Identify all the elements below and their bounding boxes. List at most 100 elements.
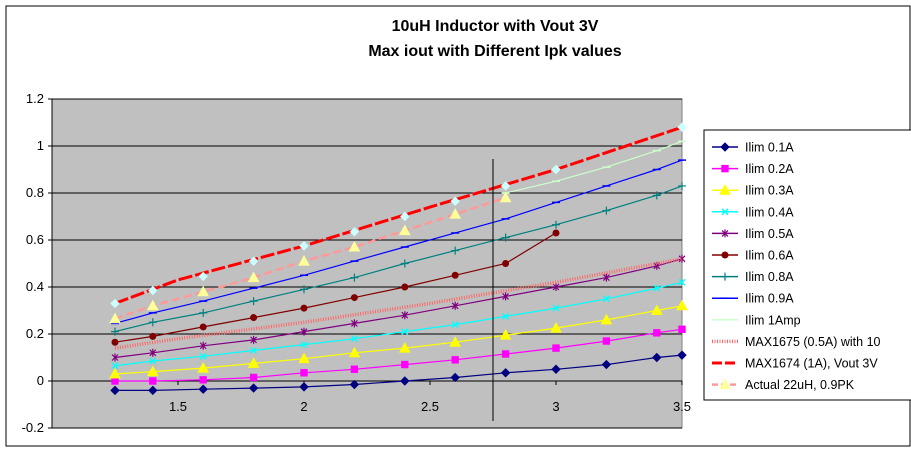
data-point: [250, 314, 258, 322]
data-point: [450, 372, 460, 383]
data-point: [552, 283, 560, 291]
data-point: [500, 181, 511, 191]
series-line: [114, 232, 557, 343]
data-point: [400, 211, 410, 222]
data-point: [451, 356, 459, 364]
data-point: [350, 365, 359, 373]
data-point: [602, 295, 610, 303]
data-point: [601, 359, 612, 370]
x-tick-label: 3.5: [673, 399, 691, 414]
y-tick-label: -0.2: [22, 420, 44, 435]
data-point: [300, 304, 308, 312]
chart-title-line-1: 10uH Inductor with Vout 3V: [392, 18, 599, 35]
data-point: [652, 352, 662, 363]
x-tick-label: 2: [300, 399, 307, 414]
series-line: [114, 125, 683, 305]
legend-entry: Ilim 0.8A: [712, 270, 794, 284]
data-point: [552, 344, 560, 352]
data-point: [300, 327, 308, 336]
legend-entry: Ilim 0.5A: [712, 227, 794, 241]
data-point: [300, 369, 308, 377]
legend-label: Ilim 0.2A: [745, 162, 794, 176]
data-point: [501, 233, 510, 242]
legend-label: Ilim 0.1A: [745, 141, 794, 155]
data-point: [676, 299, 688, 311]
data-point: [348, 241, 361, 252]
data-point: [250, 335, 258, 344]
series-line: [114, 257, 683, 350]
legend-entry: Ilim 0.1A: [712, 141, 794, 155]
data-point: [502, 260, 510, 267]
y-tick-label: 1: [37, 138, 44, 153]
data-point: [199, 341, 207, 350]
axes: -0.2 0 0.2 0.4 0.6 0.8 1 1.2 1.5 2 2.5 3 3.5: [22, 91, 691, 435]
data-point: [501, 350, 510, 358]
chart-title-line-2: Max iout with Different Ipk values: [368, 43, 621, 60]
legend-entry: Actual 22uH, 0.9PK: [712, 378, 855, 392]
series-1: [111, 325, 686, 385]
data-point: [146, 299, 159, 311]
data-point: [499, 329, 512, 340]
data-point: [551, 364, 561, 374]
legend-entry: MAX1675 (0.5A) with 10: [712, 335, 881, 349]
series-5: [111, 229, 560, 346]
series-9: [114, 257, 683, 350]
data-point: [248, 256, 259, 266]
series-11: [109, 191, 512, 324]
y-tick-label: 0: [37, 373, 44, 388]
legend-entry: Ilim 0.2A: [712, 162, 794, 176]
data-point: [502, 292, 510, 301]
legend-entry: Ilim 0.6A: [712, 249, 794, 263]
legend-label: MAX1675 (0.5A) with 10: [745, 335, 881, 349]
legend-swatch-marker: [720, 142, 730, 152]
legend-label: Ilim 0.6A: [745, 249, 794, 263]
data-point: [110, 385, 120, 396]
data-point: [449, 336, 462, 347]
series-2: [109, 299, 688, 379]
data-point: [249, 297, 258, 306]
legend-swatch-marker: [721, 229, 729, 238]
data-point: [249, 373, 258, 382]
x-tick-label: 3: [552, 399, 559, 414]
data-point: [398, 342, 411, 353]
x-tick-label: 2.5: [421, 399, 439, 414]
data-point: [300, 341, 308, 349]
series-7: [111, 159, 686, 325]
data-point: [197, 362, 210, 373]
y-tick-label: 0.2: [26, 326, 44, 341]
legend-swatch-marker: [721, 272, 729, 281]
series-layer: [109, 122, 688, 396]
series-10: [114, 125, 683, 305]
legend-label: Ilim 0.8A: [745, 270, 794, 284]
data-point: [449, 208, 462, 219]
series-8: [501, 140, 686, 194]
data-point: [146, 365, 159, 377]
data-point: [198, 271, 208, 282]
data-point: [451, 321, 459, 329]
data-point: [247, 357, 260, 368]
data-point: [247, 271, 260, 283]
data-point: [350, 335, 358, 343]
data-point: [602, 337, 611, 345]
data-point: [300, 285, 308, 294]
data-point: [111, 338, 119, 346]
legend-label: Ilim 0.3A: [745, 184, 794, 198]
series-12: [110, 122, 687, 309]
legend-box: [703, 129, 911, 401]
data-point: [299, 241, 309, 251]
data-point: [349, 379, 360, 390]
data-point: [348, 346, 361, 358]
legend-entry: Ilim 0.4A: [712, 205, 794, 219]
data-point: [109, 312, 121, 324]
data-point: [552, 220, 560, 229]
series-6: [111, 181, 686, 336]
data-point: [149, 377, 157, 385]
legend-entry: Ilim 0.9A: [712, 292, 794, 306]
data-point: [350, 319, 358, 328]
plot-area: [51, 98, 683, 429]
data-point: [298, 255, 310, 266]
data-point: [198, 384, 208, 394]
data-point: [677, 122, 687, 132]
y-tick-label: 0.6: [26, 232, 44, 247]
data-point: [199, 323, 207, 331]
